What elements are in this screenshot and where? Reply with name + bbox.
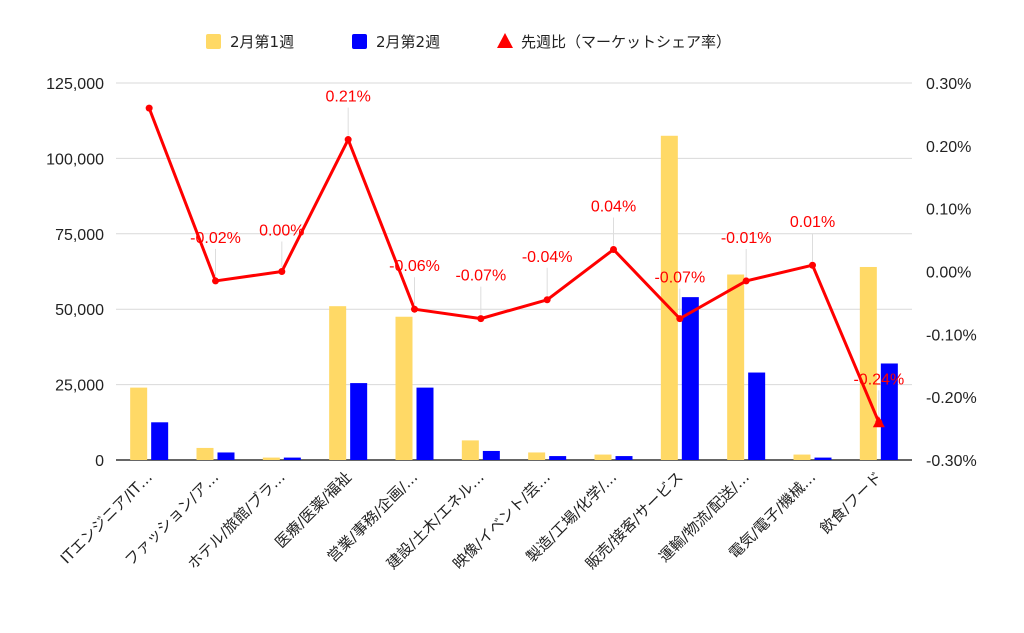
y-left-tick-label: 75,000 — [55, 227, 104, 244]
bar-2 — [217, 452, 235, 460]
bar-series — [130, 135, 898, 460]
bar-2 — [350, 383, 368, 460]
line-point — [278, 268, 286, 275]
bar-2 — [151, 422, 169, 460]
category-axis: ITエンジニア/IT…ファッション/ア…ホテル/旅館/ブラ…医療/医薬/福祉営業… — [57, 468, 886, 573]
line-series: -0.02% 0.00% 0.21% -0.06% -0.07% -0.04% 0.04% -… — [145, 89, 904, 428]
line-point — [742, 277, 750, 285]
y-left-tick-label: 50,000 — [55, 302, 104, 319]
line-point — [212, 277, 219, 285]
bar-1 — [859, 266, 877, 460]
bar-2 — [283, 457, 301, 460]
line-point — [676, 315, 684, 323]
legend: 2月第1週 2月第2週 先週比（マーケットシェア率） — [206, 33, 731, 51]
line-data-label: 0.04% — [591, 199, 636, 216]
y-right-tick-label: 0.10% — [926, 202, 971, 219]
bar-1 — [262, 457, 280, 460]
line-point — [477, 315, 485, 323]
bar-1 — [196, 447, 214, 460]
line-point — [411, 305, 418, 313]
line-point — [809, 261, 816, 269]
share-line — [147, 107, 881, 423]
line-data-label: 0.21% — [325, 89, 370, 106]
bar-2 — [482, 450, 500, 460]
line-end-marker — [872, 416, 885, 428]
bar-2 — [880, 363, 898, 460]
legend-label: 2月第2週 — [376, 33, 440, 51]
line-data-label: -0.02% — [190, 230, 241, 247]
bar-1 — [130, 387, 148, 460]
line-point — [145, 104, 153, 112]
legend-swatch-2 — [352, 34, 367, 49]
bar-1 — [793, 454, 811, 460]
y-right-tick-label: 0.30% — [926, 76, 971, 93]
bar-2 — [549, 456, 567, 460]
line-data-label: -0.24% — [853, 371, 904, 388]
y-right-tick-label: 0.20% — [926, 139, 971, 156]
line-data-label: -0.04% — [522, 249, 573, 266]
bar-2 — [681, 297, 699, 460]
bar-1 — [594, 454, 612, 460]
bar-2 — [748, 372, 766, 460]
legend-label: 先週比（マーケットシェア率） — [521, 33, 731, 51]
line-point — [344, 136, 352, 144]
line-data-label: -0.07% — [455, 268, 506, 285]
bar-1 — [329, 306, 347, 460]
bar-1 — [528, 452, 546, 460]
left-axis: 0 25,000 50,000 75,000 100,000 125,000 — [46, 76, 104, 470]
line-data-label: -0.07% — [654, 270, 705, 287]
line-point — [610, 246, 617, 254]
bar-2 — [814, 457, 832, 460]
y-left-tick-label: 100,000 — [46, 151, 104, 168]
line-data-label: 0.00% — [259, 223, 304, 240]
y-left-tick-label: 0 — [95, 453, 104, 470]
line-data-label: -0.01% — [721, 230, 772, 247]
y-right-tick-label: -0.20% — [926, 390, 977, 407]
line-data-label: -0.06% — [389, 258, 440, 275]
y-right-tick-label: 0.00% — [926, 265, 971, 282]
bar-1 — [727, 274, 745, 460]
y-left-tick-label: 125,000 — [46, 76, 104, 93]
legend-swatch-3 — [497, 33, 513, 48]
bar-2 — [416, 387, 434, 460]
y-left-tick-label: 25,000 — [55, 378, 104, 395]
line-data-label: 0.01% — [790, 214, 835, 231]
gridlines — [116, 82, 912, 461]
category-label: 飲食/フード — [816, 468, 885, 537]
y-right-tick-label: -0.30% — [926, 453, 977, 470]
bar-1 — [660, 135, 678, 460]
bar-2 — [615, 456, 633, 460]
right-axis: -0.30% -0.20% -0.10% 0.00% 0.10% 0.20% 0.30% — [926, 76, 977, 470]
bar-1 — [461, 440, 479, 460]
line-point — [543, 296, 551, 304]
y-right-tick-label: -0.10% — [926, 327, 977, 344]
bar-1 — [395, 316, 413, 460]
legend-label: 2月第1週 — [230, 33, 294, 51]
legend-swatch-1 — [206, 34, 221, 49]
